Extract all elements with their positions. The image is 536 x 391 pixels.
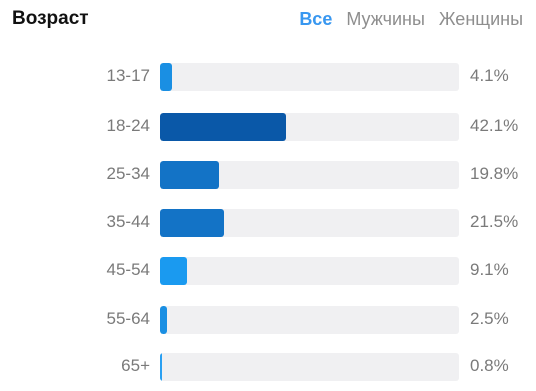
age-group-percent: 42.1% (470, 116, 519, 135)
bar-track (160, 306, 459, 334)
age-row: 25-34 19.8% (0, 151, 536, 199)
bar-fill (160, 63, 173, 91)
bar-track (160, 113, 459, 141)
age-group-label: 35-44 (106, 212, 150, 231)
age-group-label: 45-54 (106, 260, 150, 279)
age-group-label: 25-34 (106, 164, 150, 183)
gender-tabs: Все Мужчины Женщины (285, 7, 523, 31)
bar-track (160, 161, 459, 189)
bar-fill (160, 161, 220, 189)
age-group-percent: 0.8% (470, 356, 509, 375)
bar-fill (160, 306, 168, 334)
age-row: 18-24 42.1% (0, 103, 536, 151)
bar-fill (160, 113, 286, 141)
tab-men[interactable]: Мужчины (346, 9, 425, 29)
bar-fill (160, 353, 163, 381)
age-row: 65+ 0.8% (0, 343, 536, 391)
bar-track (160, 63, 459, 91)
age-group-percent: 9.1% (470, 260, 509, 279)
age-group-label: 55-64 (106, 309, 150, 328)
age-header: Возраст Все Мужчины Женщины (0, 0, 536, 40)
age-group-percent: 2.5% (470, 309, 509, 328)
bar-track (160, 353, 459, 381)
age-group-percent: 19.8% (470, 164, 519, 183)
age-group-label: 65+ (121, 356, 150, 375)
bar-track (160, 257, 459, 285)
tab-women[interactable]: Женщины (438, 9, 523, 29)
tab-all[interactable]: Все (299, 9, 333, 29)
age-group-label: 13-17 (106, 66, 150, 85)
age-row: 45-54 9.1% (0, 247, 536, 295)
age-group-label: 18-24 (106, 116, 150, 135)
bar-fill (160, 257, 188, 285)
bar-track (160, 209, 459, 237)
age-row: 55-64 2.5% (0, 296, 536, 344)
bar-fill (160, 209, 225, 237)
age-row: 35-44 21.5% (0, 199, 536, 247)
age-group-percent: 4.1% (470, 66, 509, 85)
age-row: 13-17 4.1% (0, 53, 536, 101)
age-group-percent: 21.5% (470, 212, 519, 231)
section-title: Возраст (12, 8, 89, 29)
